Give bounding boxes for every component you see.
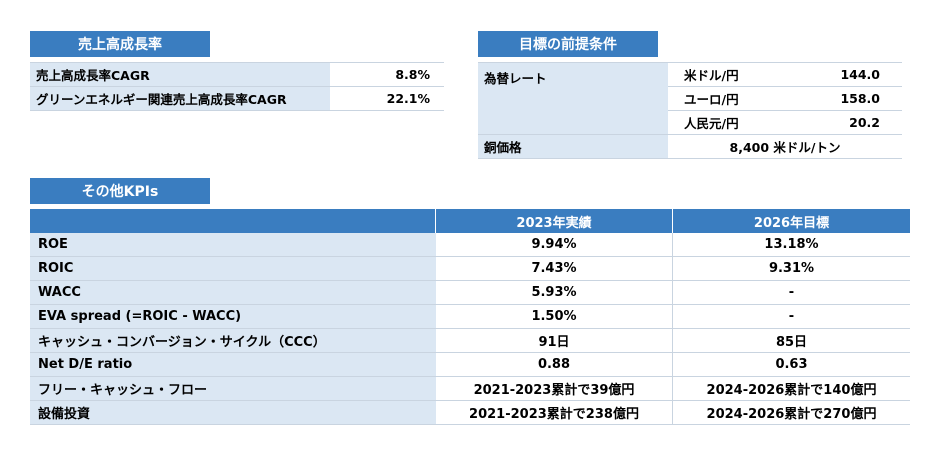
kpi-label: ROIC [30,257,436,280]
fx-value: 20.2 [849,115,880,130]
fx-currency: 人民元/円 [684,116,739,131]
fx-row: 人民元/円 20.2 [668,111,902,135]
kpi-header-blank [30,209,436,233]
assumptions-section-title: 目標の前提条件 [478,31,658,57]
kpi-header-2023: 2023年実績 [436,209,673,233]
table-row: ROE 9.94% 13.18% [30,233,910,257]
kpi-value-2023: 0.88 [436,353,673,376]
copper-row: 銅価格 8,400 米ドル/トン [478,135,902,159]
kpi-value-2026: 2024-2026累計で140億円 [706,383,877,398]
fx-row: ユーロ/円 158.0 [668,87,902,111]
kpi-value-2026: 85日 [775,335,808,350]
kpi-value-2023: 91日 [436,329,673,352]
row-value: 22.1% [386,91,430,106]
row-label: 売上高成長率CAGR [30,63,330,86]
growth-table: 売上高成長率CAGR 8.8% グリーンエネルギー関連売上高成長率CAGR 22… [30,62,444,111]
growth-section-title: 売上高成長率 [30,31,210,57]
kpi-label: キャッシュ・コンバージョン・サイクル（CCC） [30,329,436,352]
fx-block: 為替レート 米ドル/円 144.0 ユーロ/円 158.0 人民元/円 20.2 [478,62,902,135]
kpi-value-2026: 9.31% [768,261,815,276]
table-row: キャッシュ・コンバージョン・サイクル（CCC） 91日 85日 [30,329,910,353]
kpi-header-row: 2023年実績 2026年目標 [30,209,910,233]
assumptions-table: 為替レート 米ドル/円 144.0 ユーロ/円 158.0 人民元/円 20.2… [478,62,902,159]
fx-label: 為替レート [478,63,668,135]
kpi-label: EVA spread (=ROIC - WACC) [30,305,436,328]
kpi-label: フリー・キャッシュ・フロー [30,377,436,400]
table-row: 設備投資 2021-2023累計で238億円 2024-2026累計で270億円 [30,401,910,425]
kpi-value-2023: 1.50% [436,305,673,328]
kpi-value-2026: 2024-2026累計で270億円 [706,407,877,422]
kpi-table: 2023年実績 2026年目標 ROE 9.94% 13.18% ROIC 7.… [30,209,910,425]
kpi-label: 設備投資 [30,401,436,424]
table-row: グリーンエネルギー関連売上高成長率CAGR 22.1% [30,87,444,111]
copper-value: 8,400 米ドル/トン [729,140,841,155]
kpi-value-2023: 2021-2023累計で39億円 [436,377,673,400]
kpi-label: ROE [30,233,436,256]
table-row: EVA spread (=ROIC - WACC) 1.50% - [30,305,910,329]
table-row: Net D/E ratio 0.88 0.63 [30,353,910,377]
table-row: 売上高成長率CAGR 8.8% [30,63,444,87]
table-row: WACC 5.93% - [30,281,910,305]
kpi-value-2023: 5.93% [436,281,673,304]
fx-row: 米ドル/円 144.0 [668,63,902,87]
kpi-value-2026: 0.63 [775,357,808,372]
kpi-section-title: その他KPIs [30,178,210,204]
kpi-value-2023: 2021-2023累計で238億円 [436,401,673,424]
kpi-value-2026: - [788,309,795,324]
kpi-value-2023: 7.43% [436,257,673,280]
kpi-header-2026: 2026年目標 [673,209,910,233]
fx-value: 158.0 [840,91,880,106]
row-label: グリーンエネルギー関連売上高成長率CAGR [30,87,330,110]
kpi-value-2023: 9.94% [436,233,673,256]
table-row: ROIC 7.43% 9.31% [30,257,910,281]
kpi-value-2026: 13.18% [764,237,819,252]
kpi-value-2026: - [788,285,795,300]
kpi-label: WACC [30,281,436,304]
kpi-label: Net D/E ratio [30,353,436,376]
fx-value: 144.0 [840,67,880,82]
row-value: 8.8% [395,67,430,82]
fx-currency: 米ドル/円 [684,68,739,83]
table-row: フリー・キャッシュ・フロー 2021-2023累計で39億円 2024-2026… [30,377,910,401]
copper-label: 銅価格 [478,135,668,158]
fx-currency: ユーロ/円 [684,92,739,107]
